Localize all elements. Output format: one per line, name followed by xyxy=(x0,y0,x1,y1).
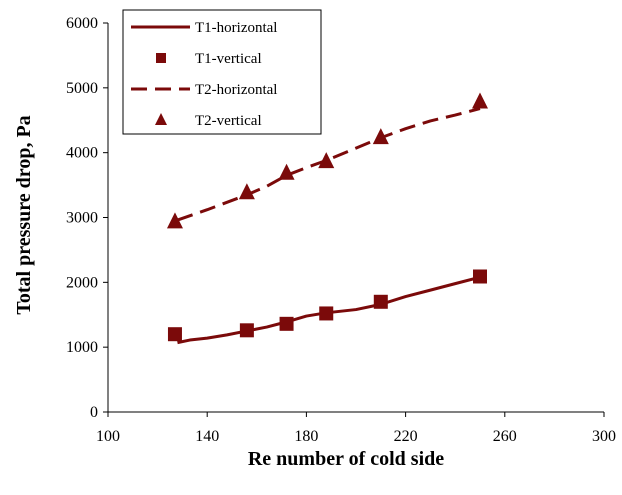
legend-frame xyxy=(122,9,322,135)
x-tick-label: 260 xyxy=(493,428,517,445)
x-axis-ticks: 100 140 180 220 260 300 xyxy=(96,412,616,445)
legend-item: T1-vertical xyxy=(156,51,262,67)
series-line-t1-horizontal xyxy=(177,275,481,345)
y-tick-label: 2000 xyxy=(66,274,98,291)
x-tick-label: 180 xyxy=(294,428,318,445)
legend-item: T2-vertical xyxy=(155,113,262,129)
y-axis-ticks: 0 1000 2000 3000 4000 5000 6000 xyxy=(66,15,108,421)
legend-item: T2-horizontal xyxy=(131,82,277,98)
data-point-triangle xyxy=(278,163,295,180)
legend-symbol xyxy=(155,113,167,125)
data-point-triangle xyxy=(472,92,488,109)
data-point-triangle xyxy=(238,183,255,200)
series-t2-vertical xyxy=(166,92,488,229)
data-point-triangle xyxy=(318,152,335,169)
series-t1-vertical xyxy=(167,269,487,342)
legend-label: T1-vertical xyxy=(195,51,262,67)
data-point-triangle xyxy=(166,212,183,229)
y-tick-label: 1000 xyxy=(66,339,98,356)
series-t1-horizontal xyxy=(177,275,481,345)
y-tick-label: 0 xyxy=(90,404,98,421)
data-point-square xyxy=(473,269,487,284)
series-layer xyxy=(166,92,488,345)
legend-symbol xyxy=(156,53,166,63)
data-point-square xyxy=(239,323,254,338)
y-tick-label: 3000 xyxy=(66,210,98,227)
y-tick-label: 5000 xyxy=(66,80,98,97)
x-tick-label: 220 xyxy=(394,428,418,445)
data-point-square xyxy=(167,327,182,342)
legend-item: T1-horizontal xyxy=(131,20,277,36)
x-axis-title: Re number of cold side xyxy=(248,448,444,470)
y-tick-label: 6000 xyxy=(66,15,98,32)
legend: T1-horizontal T1-vertical T2-horizontal T2-… xyxy=(122,9,322,135)
data-point-square xyxy=(373,294,388,309)
data-point-square xyxy=(279,316,294,331)
legend-label: T2-vertical xyxy=(195,113,262,129)
legend-label: T2-horizontal xyxy=(195,82,277,98)
x-tick-label: 140 xyxy=(195,428,219,445)
y-tick-label: 4000 xyxy=(66,145,98,162)
y-axis-title: Total pressure drop, Pa xyxy=(13,115,35,314)
data-point-square xyxy=(319,306,334,321)
legend-label: T1-horizontal xyxy=(195,20,277,36)
x-tick-label: 100 xyxy=(96,428,120,445)
plot-area: 100 140 180 220 260 300 0 1000 2000 3000 4000 5000… xyxy=(66,15,616,445)
data-point-triangle xyxy=(372,128,389,145)
x-tick-label: 300 xyxy=(592,428,616,445)
